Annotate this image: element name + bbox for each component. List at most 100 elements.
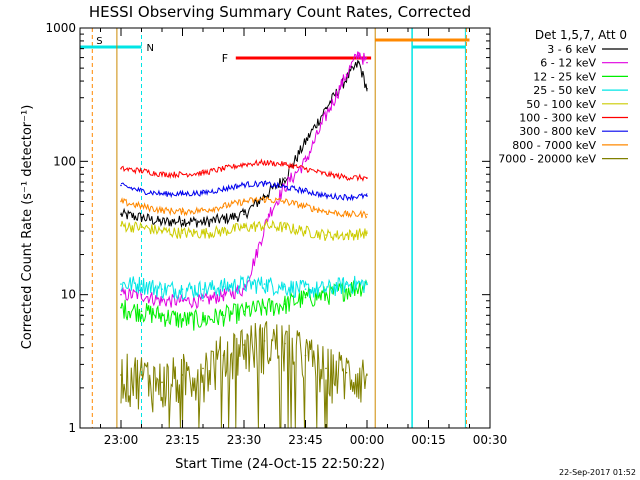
- series-trace: [120, 274, 368, 301]
- data-point: [120, 184, 122, 187]
- data-point: [304, 296, 307, 299]
- data-point: [243, 183, 245, 186]
- series-trace: [120, 59, 368, 229]
- series-800-7000kev-line: [120, 196, 368, 219]
- data-point: [161, 230, 163, 232]
- x-tick-label: 23:30: [227, 433, 262, 447]
- data-point: [222, 205, 225, 208]
- series-3-6kev-line: [120, 59, 368, 229]
- data-point: [345, 234, 348, 236]
- data-point: [222, 285, 225, 288]
- data-point: [345, 176, 348, 179]
- data-point: [325, 195, 327, 197]
- legend-label: 100 - 300 keV: [519, 112, 596, 125]
- data-point: [284, 342, 286, 345]
- data-point: [263, 198, 266, 200]
- data-point: [222, 230, 225, 232]
- data-point: [202, 318, 204, 321]
- data-point: [325, 288, 327, 290]
- data-point: [345, 288, 348, 290]
- data-point: [161, 193, 163, 195]
- data-point: [304, 160, 307, 163]
- data-point: [325, 293, 327, 296]
- data-point: [263, 340, 266, 342]
- data-point: [243, 226, 245, 229]
- data-point: [202, 232, 204, 234]
- data-point: [284, 285, 286, 288]
- data-point: [120, 293, 122, 296]
- data-point: [181, 193, 184, 195]
- data-point: [222, 167, 225, 170]
- data-point: [161, 381, 163, 384]
- data-point: [161, 221, 163, 223]
- data-point: [202, 221, 204, 223]
- data-point: [267, 213, 270, 216]
- data-point: [243, 310, 245, 313]
- data-point: [263, 224, 266, 227]
- data-point: [325, 114, 327, 117]
- chart-title: HESSI Observing Summary Count Rates, Cor…: [89, 3, 471, 21]
- data-point: [202, 299, 204, 302]
- data-point: [202, 209, 204, 212]
- data-point: [140, 226, 143, 229]
- data-point: [284, 226, 286, 229]
- flag-f-label: F: [222, 52, 228, 65]
- data-point: [181, 288, 184, 290]
- data-point: [345, 196, 348, 198]
- data-point: [366, 195, 368, 197]
- data-point: [366, 374, 368, 376]
- x-tick-label: 00:00: [350, 433, 385, 447]
- data-point: [161, 288, 163, 290]
- y-tick-label: 100: [53, 154, 76, 168]
- data-point: [243, 163, 245, 166]
- data-point: [304, 167, 307, 170]
- data-point: [284, 186, 286, 188]
- data-point: [181, 299, 184, 302]
- data-point: [181, 219, 184, 222]
- data-point: [325, 234, 327, 236]
- data-point: [181, 318, 184, 321]
- data-point: [304, 354, 307, 357]
- data-point: [181, 173, 184, 176]
- series-7000-20000kev-line: [120, 321, 368, 429]
- data-point: [304, 190, 307, 192]
- legend-label: 12 - 25 keV: [533, 70, 596, 83]
- data-point: [263, 306, 266, 309]
- legend-label: 25 - 50 keV: [533, 84, 596, 97]
- y-tick-label: 1000: [45, 21, 76, 35]
- data-point: [140, 205, 143, 208]
- data-point: [263, 283, 266, 285]
- series-6-12kev-line: [120, 51, 368, 310]
- legend-label: 7000 - 20000 keV: [498, 153, 596, 166]
- data-point: [284, 200, 286, 203]
- data-point: [140, 310, 143, 313]
- data-point: [325, 210, 327, 213]
- data-point: [366, 213, 368, 216]
- data-point: [161, 209, 163, 212]
- data-point: [304, 205, 307, 208]
- data-point: [181, 374, 184, 376]
- data-point: [304, 141, 307, 143]
- data-point: [202, 192, 204, 194]
- y-tick-label: 1: [68, 421, 76, 435]
- data-point: [181, 210, 184, 213]
- data-point: [243, 283, 245, 285]
- data-point: [120, 200, 122, 203]
- flag-s-label: S: [96, 36, 102, 47]
- series-layer: [120, 51, 368, 429]
- data-point: [284, 303, 286, 305]
- legend-label: 6 - 12 keV: [540, 57, 596, 70]
- data-point: [284, 163, 286, 166]
- data-point: [181, 232, 184, 234]
- data-point: [358, 61, 360, 64]
- data-point: [284, 177, 286, 179]
- data-point: [325, 107, 327, 110]
- data-point: [263, 161, 266, 164]
- legend-label: 800 - 7000 keV: [512, 139, 596, 152]
- data-point: [140, 169, 143, 172]
- legend-label: 3 - 6 keV: [547, 43, 596, 56]
- data-point: [345, 213, 348, 216]
- data-point: [366, 177, 368, 179]
- data-point: [140, 190, 143, 192]
- data-point: [345, 73, 348, 76]
